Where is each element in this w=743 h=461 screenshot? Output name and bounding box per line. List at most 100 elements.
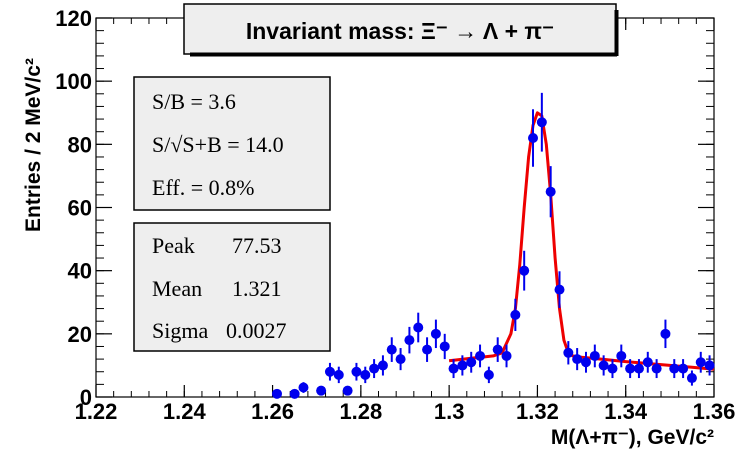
data-point xyxy=(377,355,388,376)
data-marker xyxy=(528,133,539,144)
data-point xyxy=(510,298,521,331)
data-marker xyxy=(678,363,689,374)
data-marker xyxy=(660,328,671,339)
data-point xyxy=(457,355,468,376)
data-marker xyxy=(298,382,309,393)
data-marker xyxy=(625,363,636,374)
data-marker xyxy=(430,328,441,339)
data-point xyxy=(607,359,618,379)
data-point xyxy=(519,250,530,291)
stats-box-ratio xyxy=(133,76,331,211)
data-point xyxy=(466,351,477,373)
data-point xyxy=(642,351,653,373)
y-tick-label: 120 xyxy=(55,6,92,31)
data-marker xyxy=(492,344,503,355)
data-point xyxy=(483,366,494,384)
data-marker xyxy=(536,117,547,128)
data-point xyxy=(501,344,512,368)
stats-box-fit xyxy=(133,222,331,352)
data-marker xyxy=(448,363,459,374)
data-marker xyxy=(704,360,715,371)
data-marker xyxy=(695,357,706,368)
data-point xyxy=(545,166,556,218)
x-tick-label: 1.22 xyxy=(75,399,118,424)
data-point xyxy=(554,271,565,308)
data-marker xyxy=(289,388,300,399)
data-point xyxy=(316,385,327,396)
data-marker xyxy=(554,284,565,295)
data-marker xyxy=(598,360,609,371)
data-point xyxy=(572,348,583,371)
stat-sigma-value: 0.0027 xyxy=(226,318,287,343)
y-tick-label: 60 xyxy=(68,196,92,221)
y-axis-title: Entries / 2 MeV/c² xyxy=(22,58,45,232)
title-box xyxy=(183,3,617,55)
data-marker xyxy=(475,350,486,361)
data-point xyxy=(430,319,441,349)
stat-peak-name: Peak xyxy=(152,233,195,258)
data-point xyxy=(448,359,459,379)
data-marker xyxy=(360,369,371,380)
data-point xyxy=(695,351,706,373)
data-marker xyxy=(316,385,327,396)
x-tick-label: 1.32 xyxy=(516,399,559,424)
data-marker xyxy=(669,363,680,374)
data-point xyxy=(536,92,547,152)
data-marker xyxy=(483,369,494,380)
x-tick-label: 1.36 xyxy=(693,399,736,424)
data-point xyxy=(563,341,574,365)
data-point xyxy=(528,109,539,167)
data-marker xyxy=(501,350,512,361)
stat-signal-background: S/B = 3.6 xyxy=(152,89,236,114)
data-marker xyxy=(351,366,362,377)
data-marker xyxy=(271,388,282,399)
stat-efficiency: Eff. = 0.8% xyxy=(152,175,254,200)
data-marker xyxy=(686,373,697,384)
data-point xyxy=(616,344,627,368)
data-point xyxy=(298,382,309,393)
data-marker xyxy=(589,350,600,361)
stat-mean-value: 1.321 xyxy=(232,276,282,301)
data-point xyxy=(589,344,600,368)
y-tick-label: 20 xyxy=(68,322,92,347)
data-marker xyxy=(572,354,583,365)
data-points-layer xyxy=(271,92,715,399)
data-point xyxy=(404,326,415,354)
data-marker xyxy=(333,369,344,380)
data-marker xyxy=(395,354,406,365)
data-point xyxy=(413,312,424,343)
data-marker xyxy=(607,363,618,374)
data-marker xyxy=(519,265,530,276)
data-point xyxy=(333,366,344,384)
data-point xyxy=(598,355,609,376)
data-point xyxy=(289,388,300,399)
x-tick-label: 1.28 xyxy=(339,399,382,424)
x-axis-title: M(Λ+π⁻), GeV/c² xyxy=(551,426,714,449)
data-marker xyxy=(369,363,380,374)
data-point xyxy=(580,351,591,373)
x-tick-label: 1.26 xyxy=(251,399,294,424)
data-marker xyxy=(439,341,450,352)
data-point xyxy=(669,359,680,379)
data-point xyxy=(625,359,636,379)
data-marker xyxy=(342,385,353,396)
data-point xyxy=(369,359,380,379)
x-tick-label: 1.24 xyxy=(163,399,207,424)
data-point xyxy=(271,388,282,399)
data-point xyxy=(422,337,433,362)
y-tick-label: 100 xyxy=(55,69,92,94)
data-point xyxy=(360,366,371,384)
data-point xyxy=(686,370,697,386)
data-marker xyxy=(404,335,415,346)
data-marker xyxy=(633,363,644,374)
data-point xyxy=(475,344,486,368)
data-marker xyxy=(651,363,662,374)
axis-tick-labels: 1.22 1.24 1.26 1.28 1.3 1.32 1.34 1.36 0 20 40 60 80… xyxy=(55,6,735,424)
fit-curve-layer xyxy=(448,111,715,371)
data-point xyxy=(351,362,362,381)
x-tick-label: 1.3 xyxy=(434,399,465,424)
data-point xyxy=(633,359,644,379)
data-marker xyxy=(466,357,477,368)
data-point xyxy=(651,359,662,379)
